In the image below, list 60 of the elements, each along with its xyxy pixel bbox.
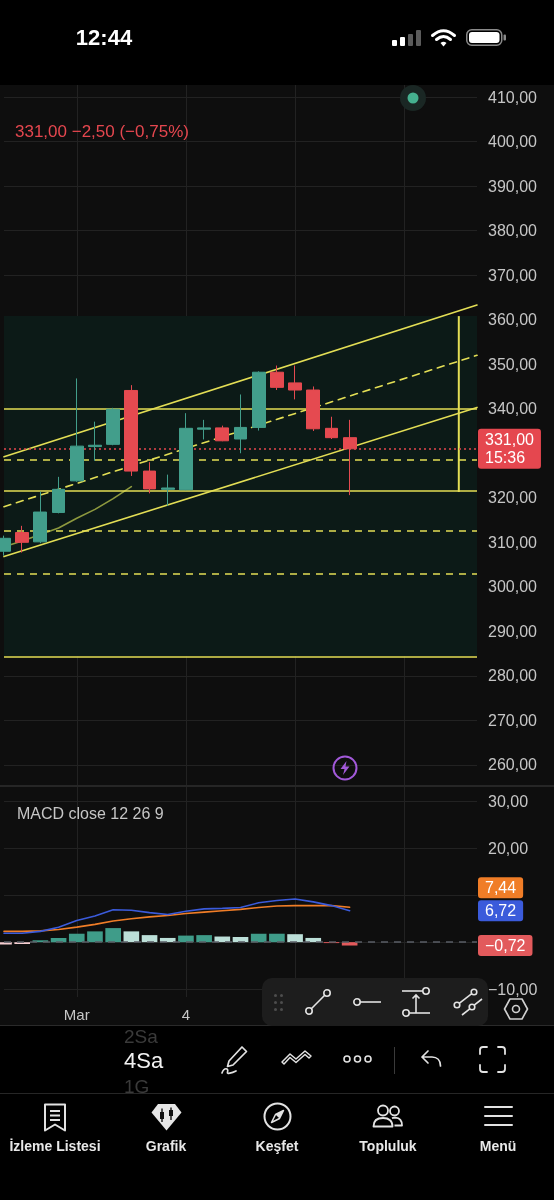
text: 7,44 bbox=[485, 879, 517, 897]
y-tick-label: 260,00 bbox=[488, 756, 538, 774]
bar bbox=[269, 933, 285, 943]
text: Keşfet bbox=[255, 1138, 299, 1154]
candlestick bbox=[143, 461, 156, 494]
candlestick bbox=[88, 421, 102, 462]
bar bbox=[196, 935, 212, 943]
text: 6,72 bbox=[485, 902, 517, 920]
bar bbox=[105, 928, 121, 943]
bar bbox=[287, 934, 303, 943]
candlestick bbox=[179, 412, 193, 491]
candlestick bbox=[325, 416, 338, 440]
y-tick-label: 380,00 bbox=[488, 222, 538, 240]
candlestick bbox=[306, 385, 320, 432]
y-tick-label: 340,00 bbox=[488, 400, 538, 418]
text: 1G bbox=[124, 1076, 150, 1098]
candlestick bbox=[106, 407, 120, 446]
bar bbox=[123, 931, 140, 943]
candlestick bbox=[33, 491, 47, 544]
y-tick-label: 390,00 bbox=[488, 177, 538, 195]
y-tick-label: 280,00 bbox=[488, 667, 538, 685]
line-series bbox=[3, 898, 351, 935]
candlestick bbox=[270, 365, 284, 391]
y-tick-label: 360,00 bbox=[488, 311, 538, 329]
y-tick-label: 400,00 bbox=[488, 133, 538, 151]
text: İzleme Listesi bbox=[9, 1138, 101, 1154]
y-tick-label: 310,00 bbox=[488, 533, 538, 551]
ref-line-label: 331,00 15:36 bbox=[485, 431, 535, 467]
candlestick bbox=[252, 370, 266, 432]
y-tick-label: 300,00 bbox=[488, 578, 538, 596]
candlestick bbox=[215, 425, 229, 442]
text: Grafik bbox=[145, 1138, 187, 1154]
x-tick-label: Mar bbox=[63, 1006, 90, 1023]
y-tick-label: 290,00 bbox=[488, 622, 538, 640]
y-tick-label: 370,00 bbox=[488, 266, 538, 284]
candlestick bbox=[288, 365, 302, 400]
candlestick bbox=[161, 474, 175, 507]
text: MACD close 12 26 9 bbox=[17, 804, 164, 822]
candlestick bbox=[70, 377, 84, 483]
text: −0,72 bbox=[485, 937, 526, 955]
y-tick-label: 20,00 bbox=[488, 839, 529, 857]
text: 2Sa bbox=[124, 1026, 158, 1048]
y-tick-label: 30,00 bbox=[488, 793, 529, 811]
line-series bbox=[3, 904, 351, 933]
text: 4Sa bbox=[124, 1047, 164, 1073]
y-tick-label: 320,00 bbox=[488, 489, 538, 507]
bar bbox=[87, 931, 103, 943]
candlestick bbox=[197, 419, 211, 440]
candlestick bbox=[234, 393, 247, 454]
y-tick-label: −10,00 bbox=[488, 980, 538, 998]
candlestick bbox=[52, 476, 65, 514]
y-tick-label: 350,00 bbox=[488, 355, 538, 373]
x-tick-label: 4 bbox=[181, 1006, 191, 1023]
candlestick bbox=[15, 525, 29, 554]
text: Topluluk bbox=[359, 1138, 417, 1154]
y-tick-label: 270,00 bbox=[488, 711, 538, 729]
text: Menü bbox=[479, 1138, 517, 1154]
y-tick-label: 410,00 bbox=[488, 88, 538, 106]
text: 331,00 −2,50 (−0,75%) bbox=[15, 122, 189, 141]
text: 12:44 bbox=[75, 24, 133, 50]
